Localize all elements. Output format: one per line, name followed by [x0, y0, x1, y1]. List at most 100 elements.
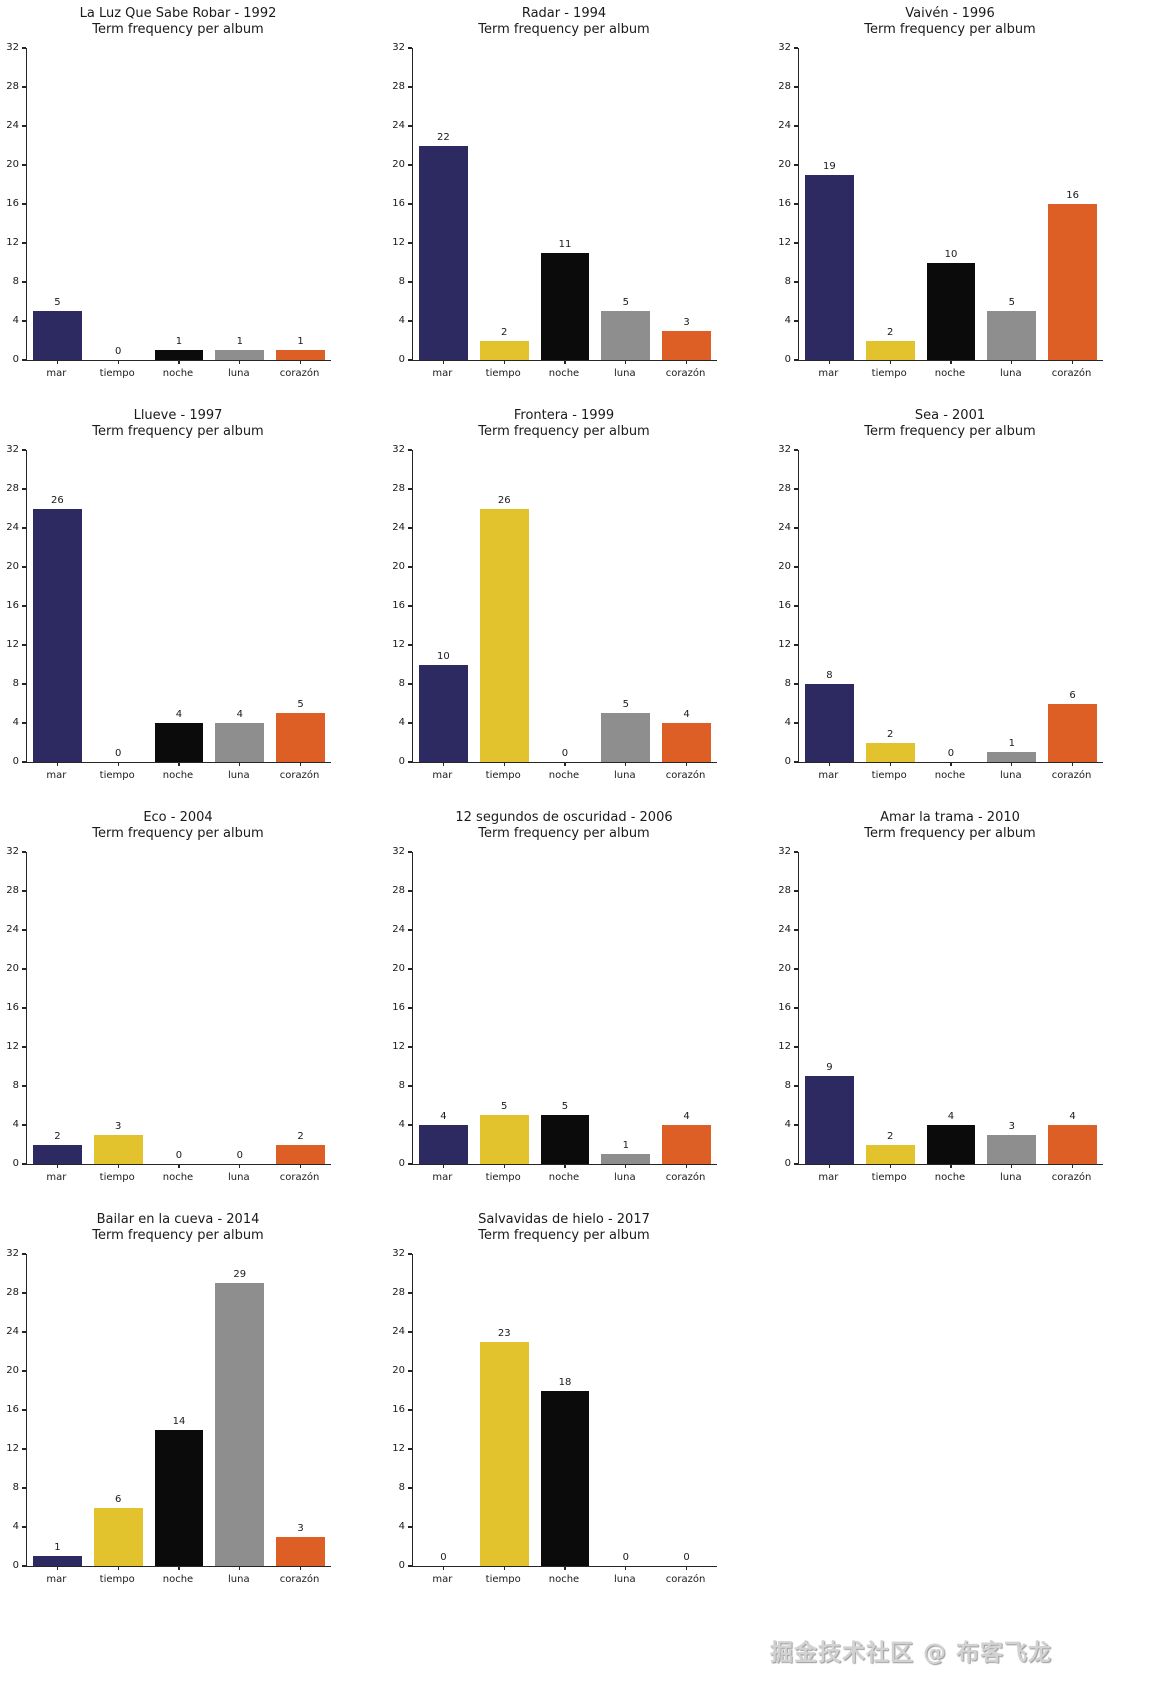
bar-value-label: 2: [297, 1130, 304, 1142]
y-tick-mark: [407, 1448, 412, 1450]
bar-mar: [805, 684, 854, 762]
y-tick-mark: [407, 1331, 412, 1333]
y-tick-label: 12: [6, 639, 19, 650]
plot-area: 0 4 8 12 16 20 24 28 32 8 2 0 1 6: [778, 444, 1103, 767]
y-tick-mark: [21, 1163, 26, 1165]
y-tick-mark: [407, 164, 412, 166]
chart-inner: Eco - 2004 Term frequency per album 0 4 8 12 1…: [6, 810, 331, 1183]
y-tick-mark: [793, 851, 798, 853]
y-tick-label: 24: [6, 522, 19, 533]
chart-title: Radar - 1994: [521, 6, 607, 21]
bar-mar: [805, 174, 854, 360]
y-tick-label: 12: [778, 237, 791, 248]
bar-value-label: 4: [947, 1111, 955, 1122]
bar-corazón: [662, 723, 711, 762]
x-axis-labels: mar tiempo noche luna corazón: [798, 770, 1102, 781]
y-tick-mark: [793, 605, 798, 607]
y-tick-mark: [21, 929, 26, 931]
bar-luna: [987, 752, 1037, 762]
x-tick-mark: [503, 1165, 505, 1169]
chart-inner: Sea - 2001 Term frequency per album 0 4 8 12 1…: [778, 408, 1103, 781]
bar-value-label: 4: [236, 709, 243, 720]
y-tick-mark: [407, 1409, 412, 1411]
y-tick-mark: [21, 281, 26, 283]
bar-value-label: 10: [944, 248, 958, 260]
bar-value-label: 4: [175, 709, 183, 720]
bar-value-label: 4: [440, 1111, 447, 1122]
y-tick-label: 20: [392, 561, 405, 572]
bar-tiempo: [93, 1507, 143, 1566]
chart-subtitle: Term frequency per album: [478, 1228, 650, 1243]
bar-tiempo: [865, 742, 915, 762]
bar-value-label: 5: [561, 1101, 569, 1113]
bar-mar: [419, 664, 468, 762]
y-tick-label: 24: [778, 120, 791, 131]
y-tick-mark: [793, 929, 798, 931]
x-tick-label-mar: mar: [46, 368, 67, 379]
y-tick-mark: [793, 125, 798, 127]
x-tick-mark: [950, 1165, 952, 1169]
y-tick-label: 4: [784, 315, 791, 326]
bar-value-label: 0: [175, 1150, 183, 1161]
y-tick-label: 20: [392, 963, 405, 974]
y-tick-label: 28: [6, 483, 19, 494]
chart-la-luz-que-sabe-robar-1992: La Luz Que Sabe Robar - 1992 Term frequen…: [0, 6, 386, 408]
x-tick-mark: [442, 1567, 444, 1571]
x-tick-label-tiempo: tiempo: [99, 368, 135, 379]
bar-value-label: 22: [437, 131, 450, 143]
y-tick-label: 16: [778, 1002, 791, 1013]
y-tick-mark: [793, 722, 798, 724]
y-tick-mark: [407, 281, 412, 283]
x-tick-mark: [564, 361, 566, 365]
x-tick-label-noche: noche: [548, 1574, 580, 1585]
x-tick-mark: [117, 361, 119, 365]
y-tick-label: 32: [392, 444, 405, 455]
x-axis-labels: mar tiempo noche luna corazón: [412, 368, 716, 379]
y-tick-mark: [793, 968, 798, 970]
x-tick-label-luna: luna: [613, 368, 636, 379]
x-tick-mark: [564, 1165, 566, 1169]
chart-title: Salvavidas de hielo - 2017: [478, 1212, 650, 1227]
x-tick-mark: [503, 1567, 505, 1571]
y-tick-mark: [407, 1370, 412, 1372]
y-tick-label: 4: [398, 717, 405, 728]
y-tick-mark: [21, 1370, 26, 1372]
chart-salvavidas-de-hielo-2017: Salvavidas de hielo - 2017 Term frequency…: [386, 1212, 772, 1614]
bar-value-label: 4: [1069, 1111, 1076, 1122]
x-tick-label-luna: luna: [227, 1172, 250, 1183]
y-tick-mark: [21, 164, 26, 166]
x-tick-mark: [950, 361, 952, 365]
y-tick-label: 4: [398, 1119, 405, 1130]
plot-area: 0 4 8 12 16 20 24 28 32 26 0 4 4 5: [6, 444, 331, 767]
y-tick-mark: [21, 761, 26, 763]
bar-corazón: [662, 1125, 711, 1164]
bar-mar: [33, 1144, 82, 1164]
y-tick-label: 24: [6, 924, 19, 935]
x-tick-label-noche: noche: [934, 770, 966, 781]
x-tick-mark: [300, 1165, 302, 1169]
bar-mar: [33, 1556, 82, 1566]
x-tick-label-coraz-n: corazón: [665, 1172, 706, 1183]
x-tick-label-tiempo: tiempo: [871, 1172, 907, 1183]
y-tick-mark: [407, 1292, 412, 1294]
y-tick-label: 28: [392, 1287, 405, 1298]
bar-value-label: 1: [236, 336, 243, 348]
y-tick-label: 8: [784, 678, 791, 689]
y-tick-mark: [21, 1526, 26, 1528]
bar-value-label: 1: [1008, 738, 1015, 750]
y-tick-mark: [407, 683, 412, 685]
chart-title: Bailar en la cueva - 2014: [96, 1212, 260, 1227]
bar-value-label: 3: [297, 1522, 304, 1534]
bar-value-label: 8: [826, 670, 833, 681]
bar-corazón: [1048, 1125, 1097, 1164]
y-tick-label: 0: [784, 1158, 791, 1169]
y-tick-label: 8: [12, 678, 19, 689]
y-tick-label: 28: [778, 81, 791, 92]
chart-inner: Amar la trama - 2010 Term frequency per a…: [778, 810, 1103, 1183]
plot-area: 0 4 8 12 16 20 24 28 32 1 6 14 29 3: [6, 1248, 331, 1571]
x-tick-label-noche: noche: [548, 1172, 580, 1183]
chart-title: La Luz Que Sabe Robar - 1992: [79, 6, 277, 21]
y-tick-label: 16: [778, 600, 791, 611]
y-tick-label: 0: [398, 354, 405, 365]
chart-subtitle: Term frequency per album: [478, 22, 650, 37]
